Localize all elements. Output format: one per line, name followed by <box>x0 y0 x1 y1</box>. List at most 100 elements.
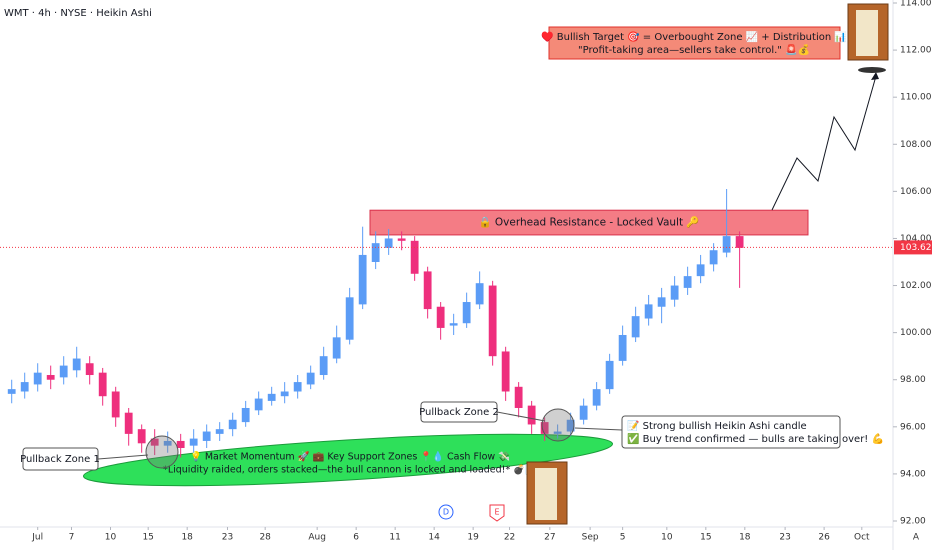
auto-scale-button[interactable]: A <box>913 533 920 543</box>
candle-body <box>384 238 393 248</box>
candle-body <box>33 372 42 385</box>
y-tick-label: 114.00 <box>900 0 932 9</box>
candle-body <box>709 250 718 265</box>
candle-body <box>501 351 510 392</box>
target-text: "Profit-taking area—sellers take control… <box>578 43 810 56</box>
candle-body <box>553 431 562 434</box>
candle-body <box>46 375 55 380</box>
candle-body <box>657 297 666 307</box>
candle-body <box>644 304 653 319</box>
candle-body <box>618 334 627 361</box>
support-text: 💡 Market Momentum 🚀 💼 Key Support Zones … <box>190 451 510 463</box>
y-tick-label: 96.00 <box>900 422 926 432</box>
x-tick-label: Oct <box>854 533 870 543</box>
candle-body <box>228 419 237 430</box>
candle-body <box>150 438 159 446</box>
x-tick-label: Jul <box>31 533 43 543</box>
candle-body <box>670 285 679 300</box>
candle-body <box>527 405 536 425</box>
pullback-circle <box>541 408 575 442</box>
target-box <box>548 26 841 60</box>
candle-body <box>98 372 107 397</box>
x-tick-label: 19 <box>467 533 479 543</box>
candle-body <box>605 360 614 390</box>
y-tick-label: 94.00 <box>900 469 926 479</box>
y-tick-label: 92.00 <box>900 517 926 527</box>
candle-body <box>462 302 471 324</box>
y-tick-label: 104.00 <box>900 234 932 244</box>
callout-text: 📝 Strong bullish Heikin Ashi candle <box>627 419 807 432</box>
chart-title: WMT · 4h · NYSE · Heikin Ashi <box>4 8 152 19</box>
x-tick-label: 27 <box>544 533 555 543</box>
door-shadow <box>858 67 886 73</box>
candle-body <box>72 358 81 371</box>
y-tick-label: 106.00 <box>900 187 932 197</box>
pullback-label-box <box>420 401 498 423</box>
x-tick-label: 23 <box>222 533 233 543</box>
candle-body <box>722 236 731 253</box>
last-price-label: 103.62 <box>900 243 932 253</box>
x-tick-label: 18 <box>739 533 751 543</box>
support-ellipse <box>82 433 614 487</box>
x-tick-label: 11 <box>389 533 400 543</box>
resistance-label: 🔒 Overhead Resistance - Locked Vault 🔑 <box>478 216 699 229</box>
candle-body <box>254 398 263 411</box>
x-tick-label: 15 <box>142 533 153 543</box>
candle-body <box>267 393 276 401</box>
candle-body <box>514 386 523 408</box>
candle-body <box>124 412 133 434</box>
x-tick-label: 23 <box>779 533 790 543</box>
door-figure <box>856 10 878 56</box>
pullback-circle <box>145 435 179 469</box>
candle-body <box>293 382 302 392</box>
x-tick-label: 6 <box>353 533 359 543</box>
candle-body <box>488 285 497 357</box>
last-price-box <box>894 240 932 255</box>
x-tick-label: 28 <box>259 533 271 543</box>
candle-body <box>631 316 640 338</box>
target-text: ♥️ Bullish Target 🎯 = Overbought Zone 📈 … <box>541 30 847 43</box>
x-tick-label: 10 <box>661 533 673 543</box>
label-pointer <box>97 454 149 460</box>
y-tick-label: 112.00 <box>900 46 932 56</box>
y-tick-label: 110.00 <box>900 93 932 103</box>
candle-body <box>475 283 484 305</box>
pullback-label: Pullback Zone 2 <box>419 407 499 418</box>
candle-body <box>85 363 94 376</box>
candle-body <box>189 438 198 446</box>
candle-body <box>566 419 575 432</box>
candle-body <box>540 422 549 434</box>
candle-body <box>202 431 211 441</box>
y-tick-label: 100.00 <box>900 328 932 338</box>
candle-body <box>696 264 705 277</box>
support-text: *Liquidity raided, orders stacked—the bu… <box>163 464 537 476</box>
candle-body <box>20 382 29 392</box>
label-pointer <box>496 411 546 422</box>
candle-body <box>410 240 419 274</box>
candle-body <box>683 276 692 288</box>
candle-body <box>423 271 432 310</box>
y-tick-label: 98.00 <box>900 375 926 385</box>
earnings-icon-label[interactable]: E <box>494 508 499 517</box>
x-tick-label: 14 <box>428 533 440 543</box>
candle-body <box>345 297 354 340</box>
resistance-zone <box>369 209 809 236</box>
candle-body <box>111 391 120 418</box>
x-tick-label: 26 <box>818 533 830 543</box>
callout-box <box>621 415 841 449</box>
label-pointer <box>574 427 623 431</box>
dividend-icon[interactable] <box>438 504 454 520</box>
candle-body <box>137 429 146 444</box>
candle-body <box>579 405 588 420</box>
dividend-icon-label[interactable]: D <box>443 508 449 517</box>
candle-body <box>306 372 315 385</box>
candle-body <box>176 440 185 449</box>
door-figure <box>535 468 557 520</box>
candle-body <box>358 254 367 305</box>
candle-body <box>163 440 172 446</box>
x-tick-label: 7 <box>69 533 75 543</box>
candle-body <box>397 238 406 241</box>
x-tick-label: Aug <box>308 533 326 543</box>
earnings-icon[interactable] <box>489 504 505 522</box>
y-tick-label: 108.00 <box>900 140 932 150</box>
